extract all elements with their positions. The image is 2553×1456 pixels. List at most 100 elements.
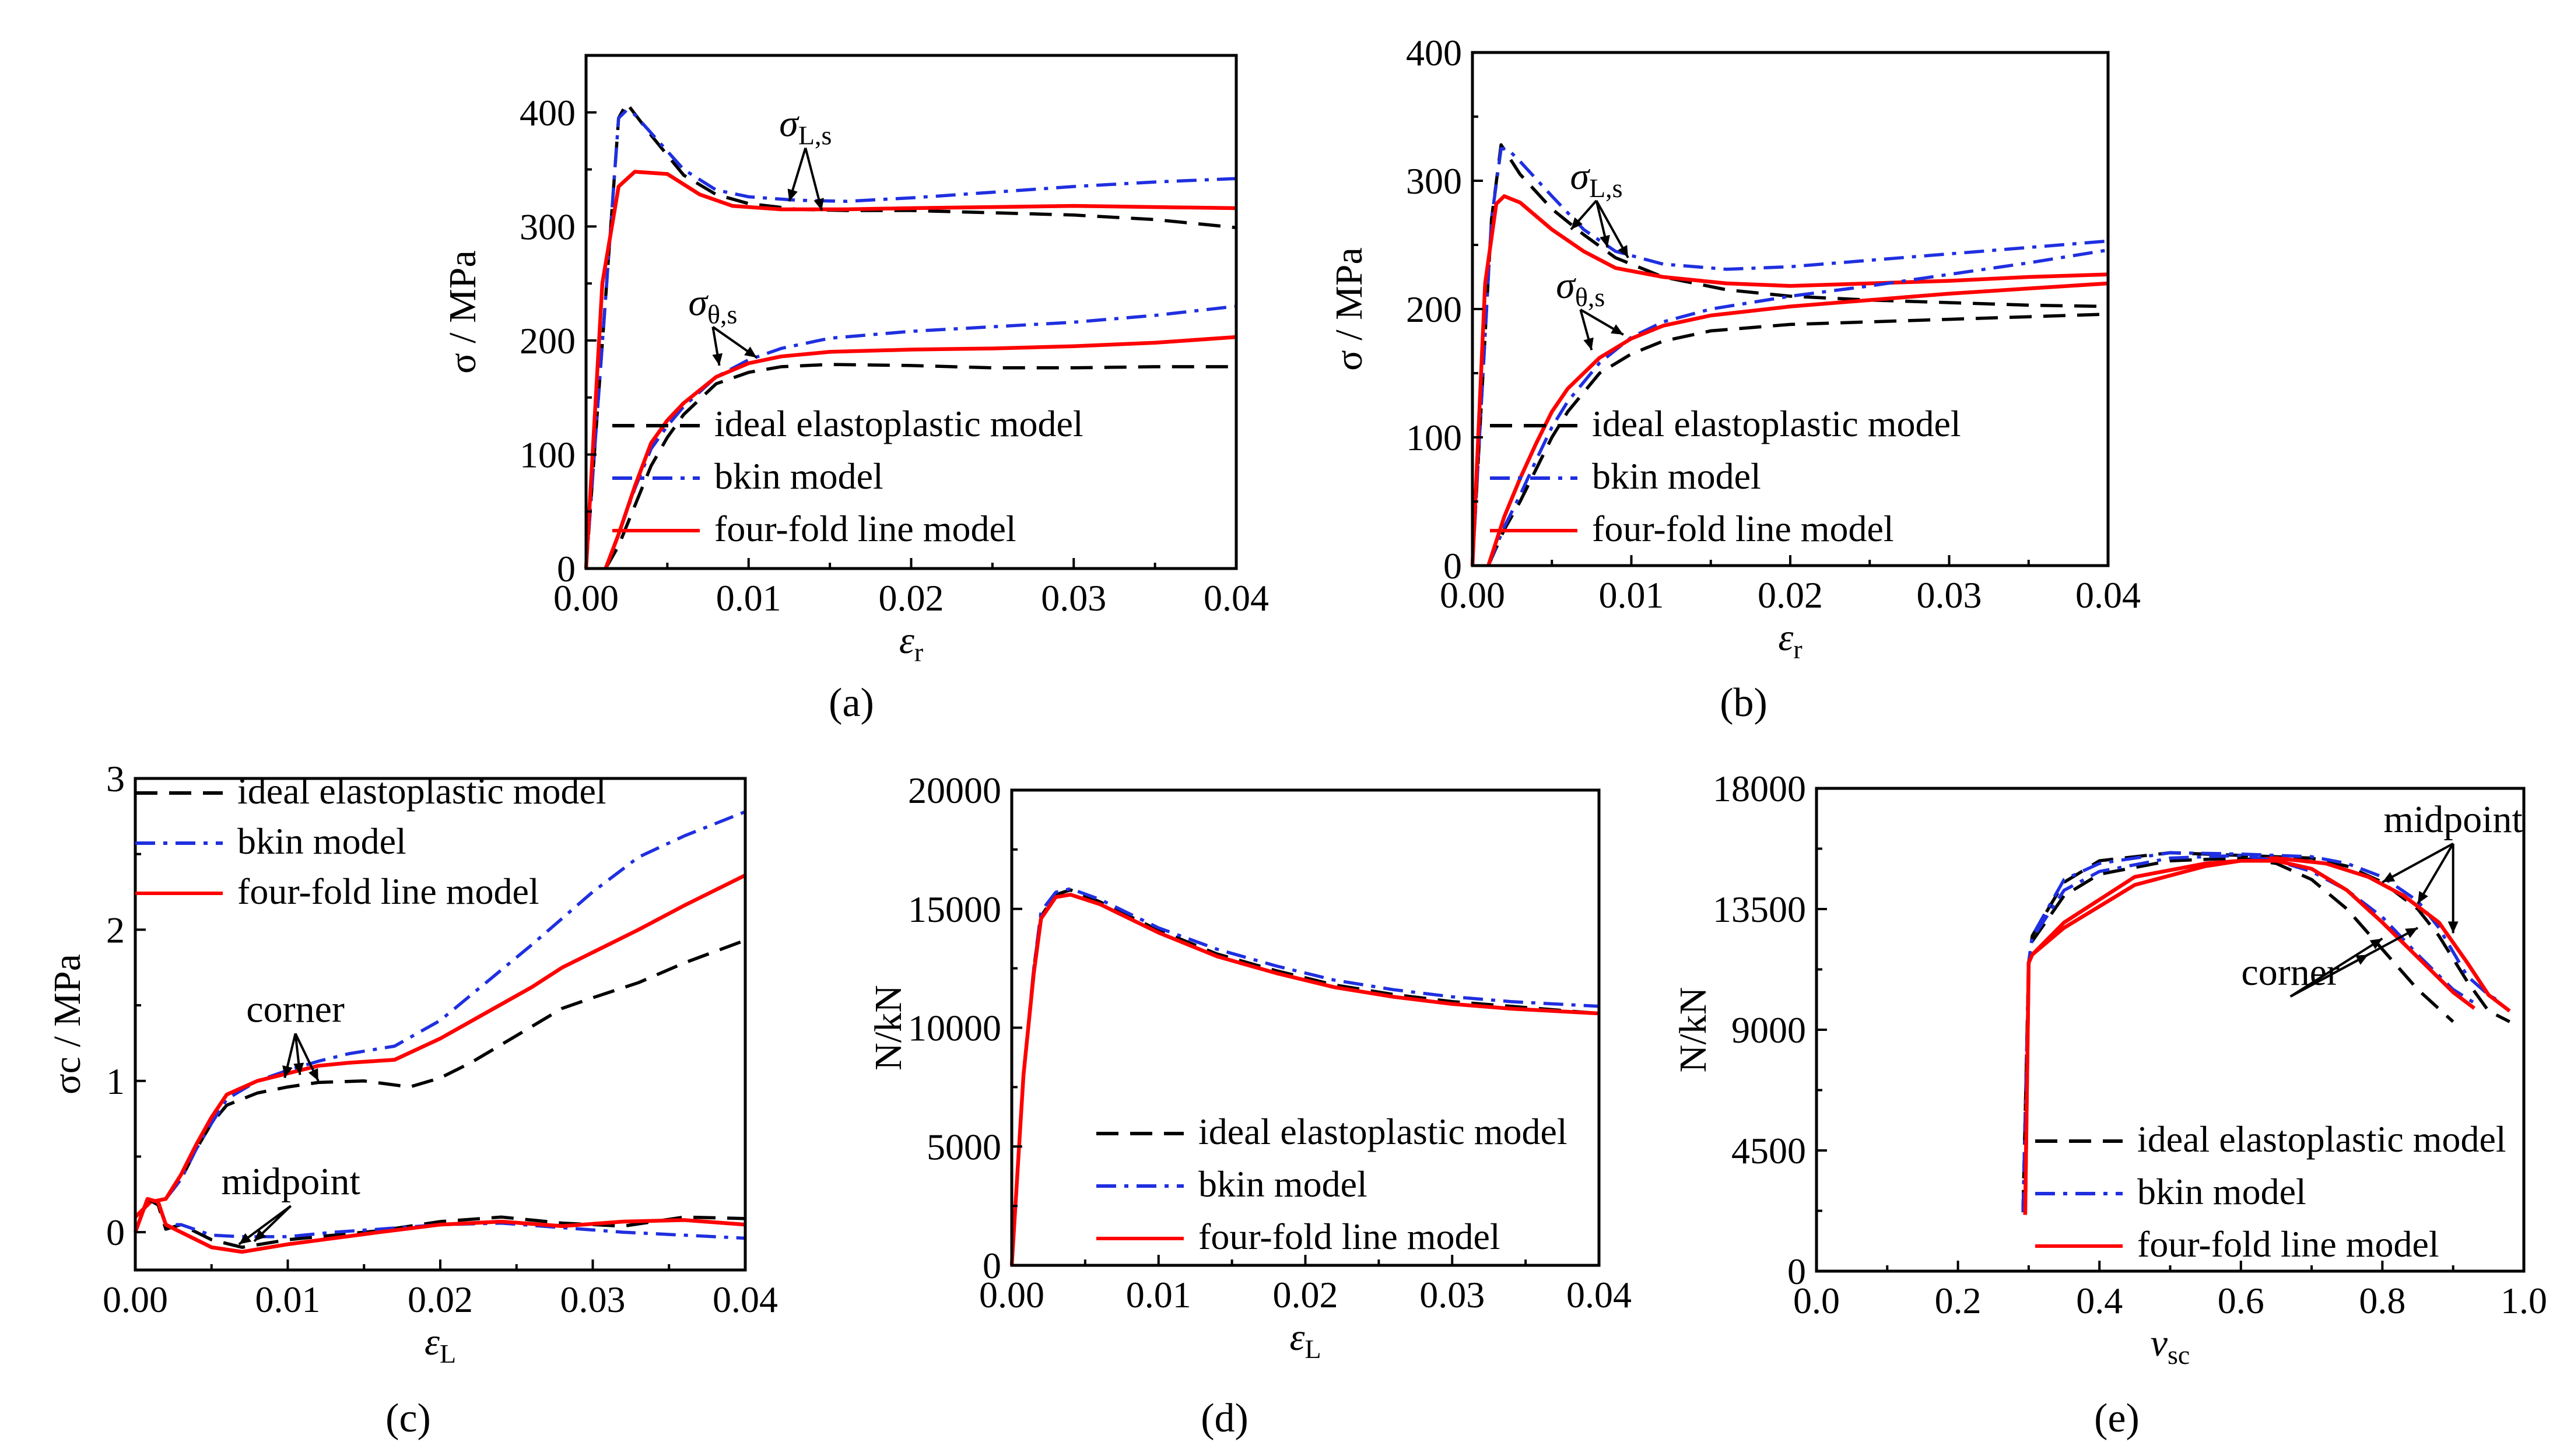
legend-label-ideal-elastoplastic-model: ideal elastoplastic model <box>1198 1111 1567 1152</box>
annotation-arrow <box>2289 927 2418 998</box>
x-axis-title-main: ε <box>1289 1316 1304 1359</box>
x-axis-title-main: ε <box>1778 616 1793 659</box>
chart-panel-e: 0.0 0.2 0.4 0.6 0.8 1.0 0 4500 9000 13500 18000 vsc… <box>1672 768 2547 1441</box>
x-tick-label: 1.0 <box>2501 1280 2547 1321</box>
x-tick-label: 0.01 <box>1599 574 1664 616</box>
chart-panel-b: 0.00 0.01 0.02 0.03 0.04 0 100 200 300 400 εr σ / M… <box>1328 32 2141 725</box>
legend-label-four-fold-line-model: four-fold line model <box>1592 508 1894 549</box>
series-line-ideal-elastoplastic-model <box>1010 888 1600 1266</box>
annotation-arrowhead <box>1600 234 1610 248</box>
annotation-arrowhead <box>1583 337 1594 350</box>
annotation-label-sub: L,s <box>1589 173 1623 203</box>
annotation-arrowhead <box>254 1229 266 1241</box>
y-axis-title: N/kN <box>1672 987 1714 1073</box>
chart-panel-d: 0.00 0.01 0.02 0.03 0.04 0 5000 10000 15000 20000… <box>867 770 1632 1441</box>
annotation-label-sub: L,s <box>798 121 832 150</box>
legend-label-ideal-elastoplastic-model: ideal elastoplastic model <box>237 770 606 812</box>
panel-label-a: (a) <box>829 680 874 725</box>
annotation-arrowhead <box>2405 928 2418 938</box>
series-line-four-fold-line-model-s <box>604 335 1237 570</box>
x-axis-title-sub: L <box>1304 1334 1321 1364</box>
panel-label-c: (c) <box>385 1396 431 1441</box>
x-tick-label: 0.02 <box>1273 1274 1338 1315</box>
panel-label-e: (e) <box>2094 1396 2140 1441</box>
x-tick-label: 0.00 <box>553 577 619 619</box>
annotation-arrowhead <box>1618 245 1629 258</box>
legend-label-four-fold-line-model: four-fold line model <box>1198 1216 1500 1257</box>
series-line-four-fold-line-model-l-s <box>584 170 1237 569</box>
annotation-label: corner <box>246 988 345 1030</box>
annotation-arrowhead <box>1570 217 1583 230</box>
panel-label-b: (b) <box>1720 680 1768 725</box>
y-tick-label: 300 <box>1406 160 1462 202</box>
annotation-label: σθ,s <box>1556 264 1605 312</box>
annotation-label: midpoint <box>2384 798 2523 841</box>
annotation-label-main: σ <box>1570 155 1591 198</box>
x-axis-title-main: ε <box>899 619 914 662</box>
y-tick-label: 4500 <box>1731 1130 1806 1171</box>
x-axis-title-sub: sc <box>2168 1340 2190 1370</box>
y-tick-label: 18000 <box>1713 768 1806 809</box>
x-tick-label: 0.03 <box>1917 574 1982 616</box>
x-tick-label: 0.03 <box>1419 1274 1485 1315</box>
x-tick-label: 0.04 <box>2075 574 2141 616</box>
y-tick-label: 15000 <box>908 889 1001 930</box>
series-line-ideal-elastoplastic-model-l-s <box>584 101 1237 569</box>
y-tick-label: 13500 <box>1713 889 1806 930</box>
x-axis-title-sub: r <box>914 637 923 667</box>
panel-label-d: (d) <box>1201 1396 1249 1441</box>
annotation-arrowhead <box>712 353 723 366</box>
series-line-ideal-elastoplastic-model-s <box>1486 313 2109 567</box>
legend-label-ideal-elastoplastic-model: ideal elastoplastic model <box>714 403 1083 444</box>
y-tick-label: 5000 <box>927 1126 1001 1167</box>
annotation-label-main: σ <box>688 282 709 324</box>
annotation-arrowhead <box>293 1062 304 1075</box>
x-tick-label: 0.6 <box>2218 1280 2264 1321</box>
series-line-bkin-model-midpoint <box>134 1197 746 1240</box>
series-line-four-fold-line-model-s <box>1486 281 2109 567</box>
series-line-four-fold-line-model-corner <box>2023 858 2476 1215</box>
x-tick-label: 0.01 <box>255 1279 321 1320</box>
x-tick-label: 0.04 <box>1566 1274 1632 1315</box>
y-tick-label: 200 <box>1406 289 1462 330</box>
y-tick-label: 0 <box>983 1245 1001 1286</box>
x-axis-title: εL <box>1289 1316 1321 1364</box>
annotation-label: σθ,s <box>688 282 737 329</box>
y-axis-title: σ / MPa <box>441 250 484 374</box>
x-tick-label: 0.04 <box>713 1279 778 1320</box>
y-tick-label: 0 <box>106 1212 125 1253</box>
y-tick-label: 0 <box>1443 545 1462 587</box>
y-tick-label: 20000 <box>908 770 1001 811</box>
x-axis-title: εr <box>899 619 923 667</box>
series-line-four-fold-line-model-midpoint <box>133 1197 746 1254</box>
annotation-arrowhead <box>744 346 757 358</box>
annotation-label-sub: θ,s <box>1575 282 1605 312</box>
x-tick-label: 0.00 <box>103 1279 168 1320</box>
chart-panel-a: 0.00 0.01 0.02 0.03 0.04 0 100 200 300 400 εr σ / M… <box>441 54 1269 725</box>
series-line-ideal-elastoplastic-model-l-s <box>1471 143 2109 566</box>
plot-frame <box>584 54 1238 570</box>
series-line-bkin-model-corner <box>134 810 746 1219</box>
annotation-arrow <box>2382 843 2454 883</box>
x-tick-label: 0.02 <box>879 577 944 619</box>
x-tick-label: 0.00 <box>1440 574 1505 616</box>
annotation-arrowhead <box>2418 890 2428 904</box>
legend-label-bkin-model: bkin model <box>1592 455 1761 497</box>
annotation-label-main: σ <box>1556 264 1576 307</box>
x-axis-title: vsc <box>2151 1322 2190 1370</box>
annotation-label-main: σ <box>779 103 799 145</box>
legend-label-four-fold-line-model: four-fold line model <box>2137 1223 2439 1265</box>
x-tick-label: 0.01 <box>716 577 781 619</box>
y-tick-label: 300 <box>520 206 576 247</box>
series-line-four-fold-line-model-corner <box>134 873 746 1219</box>
legend-label-bkin-model: bkin model <box>1198 1163 1367 1205</box>
x-axis-title-sub: r <box>1793 634 1802 664</box>
annotation-label: corner <box>2241 951 2340 994</box>
annotation-arrowhead <box>813 198 824 210</box>
x-tick-label: 0.04 <box>1204 577 1269 619</box>
x-axis-title: εr <box>1778 616 1802 664</box>
x-tick-label: 0.4 <box>2076 1280 2123 1321</box>
annotation-arrow <box>2289 937 2383 998</box>
annotation-arrowhead <box>787 188 798 202</box>
